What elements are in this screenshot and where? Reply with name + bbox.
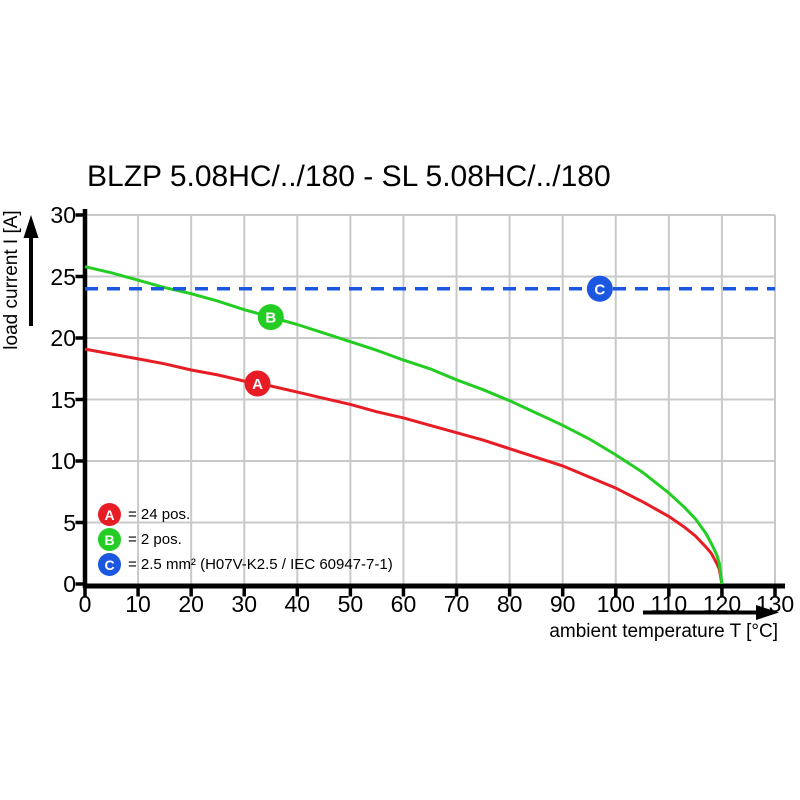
legend-label-b: = 2 pos. <box>128 531 182 548</box>
y-tick-label: 20 <box>50 325 76 351</box>
x-tick-label: 40 <box>284 591 311 617</box>
marker-c <box>586 275 613 302</box>
series-curve-a <box>84 347 724 585</box>
legend-badge-c: C <box>98 553 121 576</box>
x-tick-label: 120 <box>702 591 742 617</box>
chart-title: BLZP 5.08HC/../180 - SL 5.08HC/../180 <box>87 160 611 193</box>
x-tick-label: 20 <box>178 591 204 617</box>
y-tick-label: 30 <box>50 202 76 228</box>
series-curve-b <box>84 265 724 585</box>
y-tick-label: 15 <box>50 386 76 413</box>
y-tick-label: 0 <box>63 571 76 597</box>
y-axis-label: load current I [A] <box>1 210 22 350</box>
x-tick-label: 70 <box>443 591 470 617</box>
marker-letter-c: C <box>594 281 605 298</box>
x-tick-label: 100 <box>596 591 635 617</box>
x-tick-label: 80 <box>496 591 523 617</box>
x-axis-arrow-icon <box>756 605 779 620</box>
legend-item-c: C = 2.5 mm² (H07V-K2.5 / IEC 60947-7-1) <box>98 552 393 577</box>
legend-badge-a: A <box>98 503 121 526</box>
marker-b <box>257 304 284 331</box>
x-tick-label: 10 <box>125 591 151 617</box>
y-tick-label: 25 <box>50 263 76 290</box>
marker-letter-a: A <box>252 376 263 393</box>
x-tick-label: 90 <box>549 591 576 617</box>
x-axis-label: ambient temperature T [°C] <box>549 621 778 642</box>
legend-item-b: B = 2 pos. <box>98 527 182 552</box>
y-axis-arrow-icon <box>23 215 39 238</box>
legend-item-a: A = 24 pos. <box>98 502 190 527</box>
legend-badge-b: B <box>98 528 121 551</box>
legend-label-c: = 2.5 mm² (H07V-K2.5 / IEC 60947-7-1) <box>128 556 393 573</box>
y-tick-label: 10 <box>50 448 76 474</box>
legend-label-a: = 24 pos. <box>128 506 191 523</box>
x-tick-label: 50 <box>337 591 364 617</box>
x-tick-label: 110 <box>650 591 688 617</box>
y-tick-label: 5 <box>63 509 76 536</box>
marker-a <box>244 370 271 397</box>
x-tick-label: 130 <box>755 591 795 617</box>
x-tick-label: 30 <box>231 591 258 617</box>
x-tick-label: 0 <box>78 591 92 617</box>
x-tick-label: 60 <box>390 591 417 617</box>
marker-letter-b: B <box>265 310 276 327</box>
